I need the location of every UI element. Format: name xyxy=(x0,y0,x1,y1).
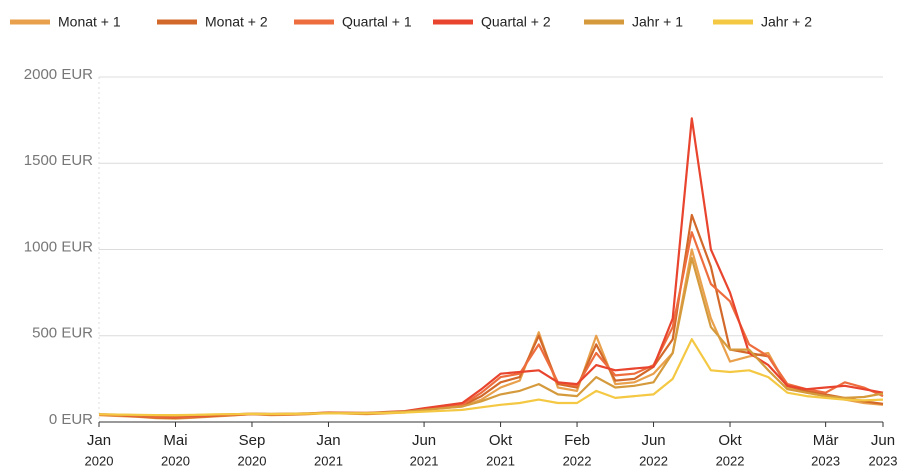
x-tick-label: 2020 xyxy=(85,453,114,468)
legend-label: Monat + 1 xyxy=(58,14,121,30)
legend-label: Quartal + 2 xyxy=(481,14,551,30)
legend-label: Jahr + 2 xyxy=(761,14,812,30)
series-line xyxy=(98,338,884,417)
x-tick-label: Jan xyxy=(316,432,340,449)
x-tick-label: 2023 xyxy=(811,453,840,468)
x-tick-label: 2020 xyxy=(238,453,267,468)
x-tick-label: Mai xyxy=(163,432,187,449)
x-tick-label: Okt xyxy=(489,432,513,449)
legend-label: Monat + 2 xyxy=(205,14,268,30)
x-tick-label: Sep xyxy=(239,432,266,449)
legend-label: Jahr + 1 xyxy=(632,14,683,30)
series-line xyxy=(98,248,884,420)
x-tick-label: 2022 xyxy=(563,453,592,468)
x-tick-label: 2021 xyxy=(314,453,343,468)
x-tick-label: 2020 xyxy=(161,453,190,468)
x-tick-label: 2023 xyxy=(869,453,898,468)
x-tick-label: Feb xyxy=(564,432,590,449)
legend-label: Quartal + 1 xyxy=(342,14,412,30)
x-tick-label: 2022 xyxy=(716,453,745,468)
y-tick-label: 1500 EUR xyxy=(24,152,93,169)
series-line xyxy=(98,213,884,419)
x-tick-label: Jun xyxy=(641,432,665,449)
y-tick-label: 2000 EUR xyxy=(24,66,93,83)
x-tick-label: Jun xyxy=(412,432,436,449)
series-line xyxy=(98,257,884,417)
x-tick-label: Mär xyxy=(813,432,839,449)
y-tick-label: 500 EUR xyxy=(32,325,93,342)
y-tick-label: 1000 EUR xyxy=(24,238,93,255)
y-tick-label: 0 EUR xyxy=(49,411,93,428)
x-tick-label: Okt xyxy=(718,432,742,449)
x-tick-label: Jan xyxy=(87,432,111,449)
x-tick-label: 2021 xyxy=(486,453,515,468)
x-tick-label: Jun xyxy=(871,432,895,449)
x-tick-label: 2021 xyxy=(410,453,439,468)
x-tick-label: 2022 xyxy=(639,453,668,468)
